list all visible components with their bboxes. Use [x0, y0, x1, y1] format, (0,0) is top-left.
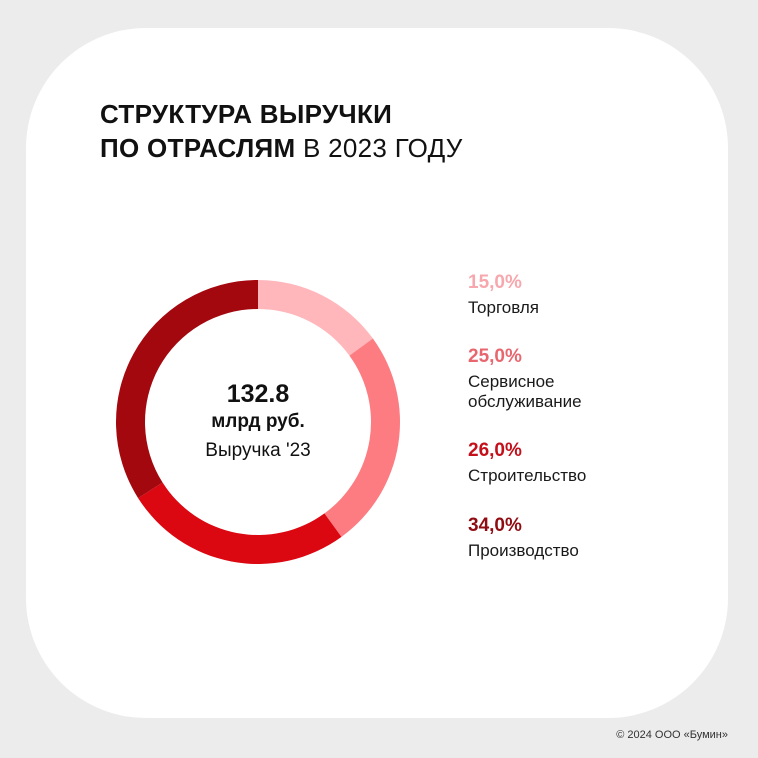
legend-label: Производство	[468, 541, 579, 560]
revenue-unit: млрд руб.	[211, 411, 305, 432]
legend-percent: 34,0%	[468, 515, 522, 536]
legend-item-service: 25,0% Сервисное обслуживание	[468, 346, 708, 412]
legend-item-trade: 15,0% Торговля	[468, 272, 708, 318]
revenue-total: 132.8	[226, 380, 290, 408]
revenue-caption: Выручка '23	[205, 440, 311, 461]
title-line-1: СТРУКТУРА ВЫРУЧКИ	[100, 99, 393, 129]
title-line-2-light: В 2023 ГОДУ	[295, 133, 463, 163]
title-line-2-bold: ПО ОТРАСЛЯМ	[100, 133, 296, 163]
legend-item-construction: 26,0% Строительство	[468, 440, 708, 486]
legend-label: Торговля	[468, 298, 540, 317]
legend-percent: 26,0%	[468, 440, 522, 461]
donut-chart	[116, 280, 400, 564]
legend-percent: 25,0%	[468, 346, 522, 367]
copyright-footer: © 2024 ООО «Бумин»	[616, 729, 728, 741]
legend-item-production: 34,0% Производство	[468, 515, 708, 561]
legend-label: Строительство	[468, 466, 587, 485]
donut-slice-3	[138, 482, 342, 564]
donut-slice-1	[258, 280, 373, 356]
donut-slice-4	[116, 280, 259, 499]
legend-label: Сервисное обслуживание	[468, 372, 582, 411]
donut-slice-2	[324, 338, 400, 537]
donut-center: 132.8 млрд руб. Выручка '23	[116, 280, 400, 564]
legend-percent: 15,0%	[468, 272, 522, 293]
chart-title: СТРУКТУРА ВЫРУЧКИ ПО ОТРАСЛЯМ В 2023 ГОД…	[100, 97, 463, 165]
